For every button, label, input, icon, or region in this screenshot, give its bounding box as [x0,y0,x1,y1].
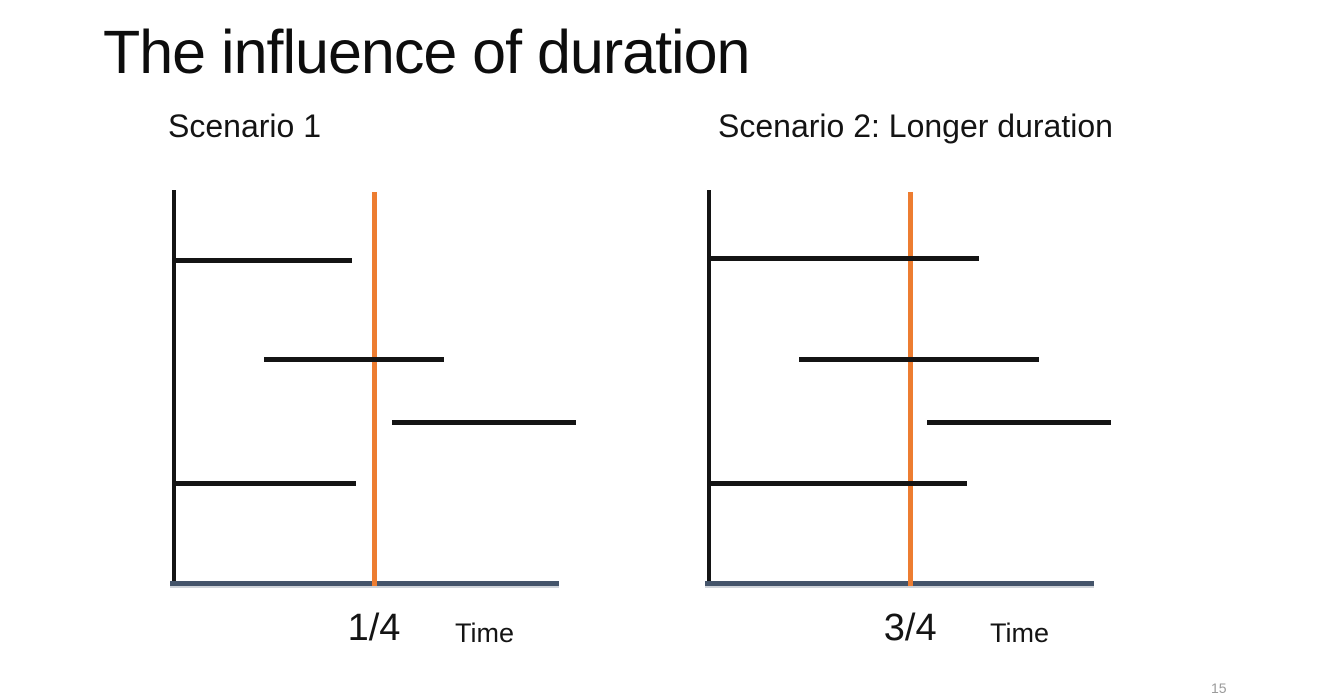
marker-value-label: 1/4 [347,607,401,649]
interval-line [392,419,576,425]
scenario-2-chart: 3/4 Time [705,190,1111,649]
y-axis [707,190,711,586]
x-axis-label: Time [990,618,1049,648]
marker-value-label: 3/4 [883,607,937,649]
time-axis [170,581,559,586]
slide-title: The influence of duration [103,18,750,86]
time-axis [705,581,1094,586]
marker-vline [907,192,913,586]
interval-line [799,356,1039,362]
chart-title-scenario-1: Scenario 1 [168,108,321,144]
x-axis-label: Time [455,618,514,648]
marker-vline [371,192,377,586]
scenario-1-chart: 1/4 Time [170,190,576,649]
interval-line [707,255,979,261]
interval-line [172,480,356,486]
y-axis [172,190,176,586]
interval-line [927,419,1111,425]
interval-line [707,480,967,486]
page-number: 15 [1211,680,1227,696]
chart-title-scenario-2: Scenario 2: Longer duration [718,108,1113,144]
interval-line [172,257,352,263]
interval-line [264,356,444,362]
